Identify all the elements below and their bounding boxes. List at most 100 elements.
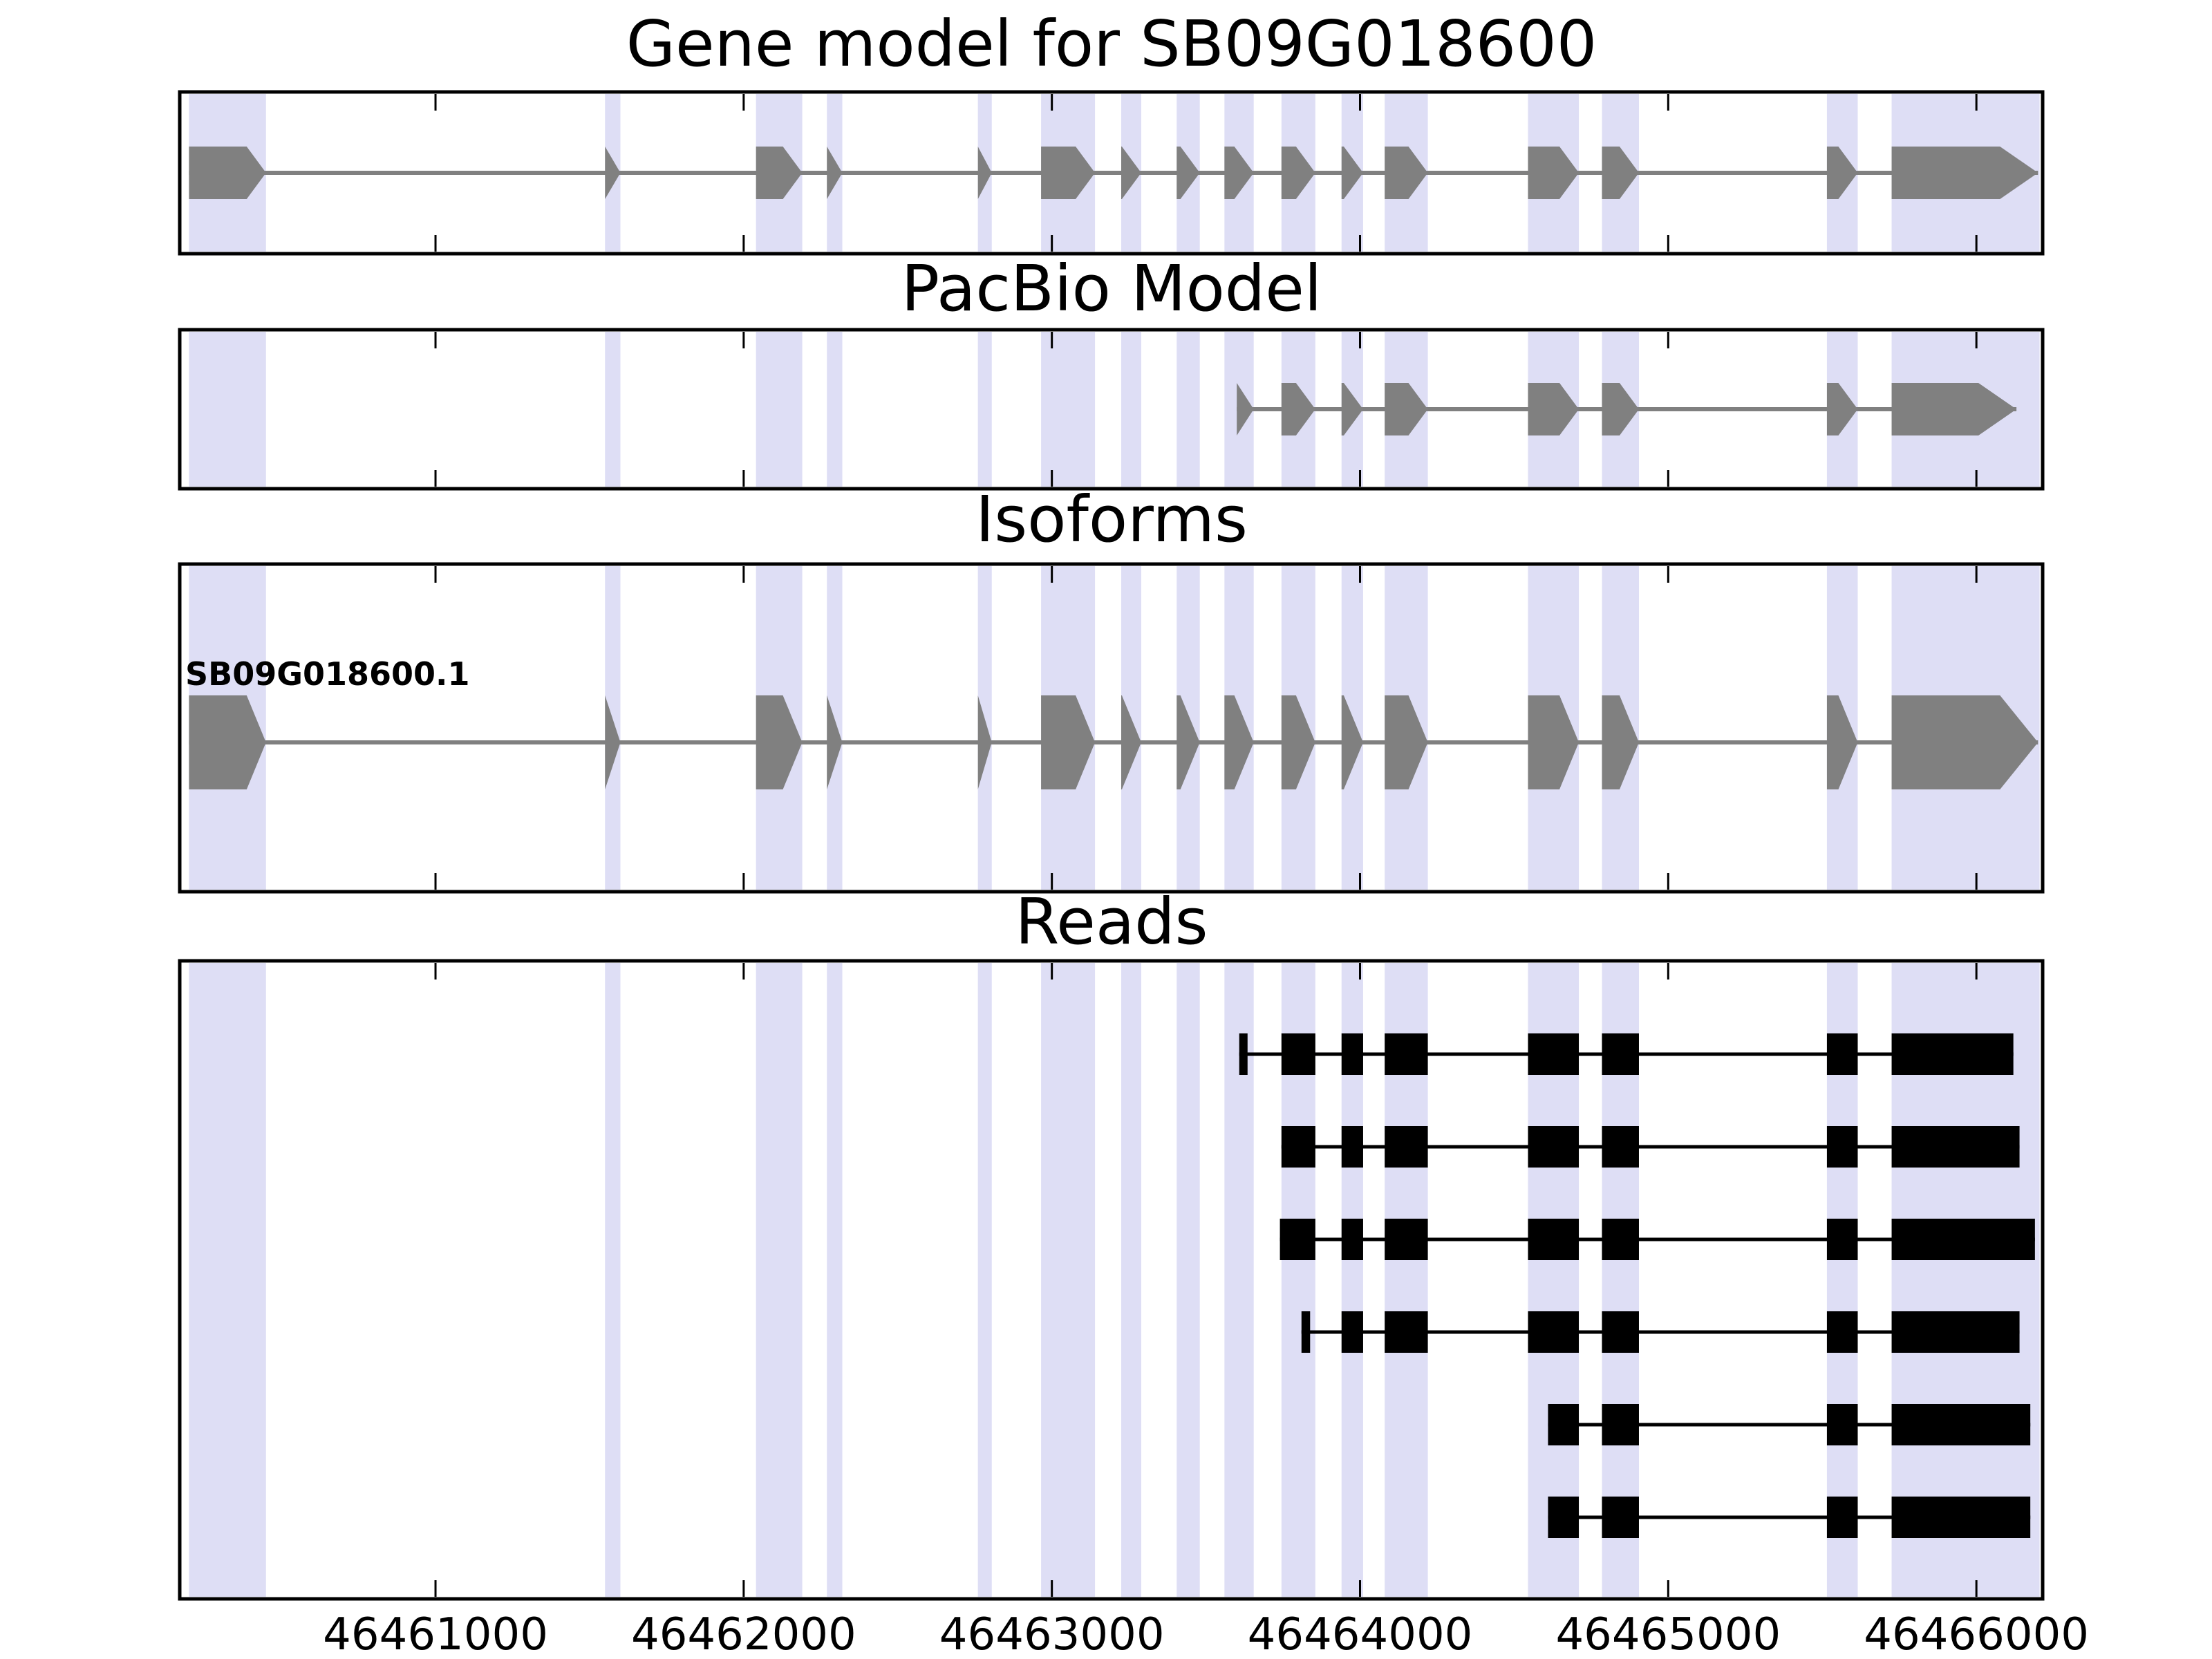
exon bbox=[1602, 383, 1639, 435]
exon bbox=[1891, 383, 2017, 435]
highlight-band bbox=[605, 963, 621, 1597]
read-exon bbox=[1239, 1033, 1248, 1075]
read-exon bbox=[1281, 1033, 1315, 1075]
exon bbox=[827, 695, 843, 789]
exon bbox=[1177, 147, 1200, 199]
exon bbox=[1826, 383, 1858, 435]
exon bbox=[1341, 147, 1363, 199]
read-exon bbox=[1301, 1311, 1311, 1353]
read-exon bbox=[1528, 1033, 1580, 1075]
read-exon bbox=[1826, 1126, 1858, 1168]
read-exon bbox=[1602, 1126, 1639, 1168]
highlight-band bbox=[827, 332, 843, 487]
highlight-band bbox=[756, 963, 803, 1597]
read-exon bbox=[1280, 1219, 1315, 1260]
panel-title-gene-model: Gene model for SB09G018600 bbox=[626, 7, 1597, 81]
highlight-band bbox=[605, 332, 621, 487]
highlight-band bbox=[1041, 332, 1096, 487]
exon bbox=[1341, 695, 1363, 789]
exon bbox=[977, 695, 992, 789]
exon bbox=[1385, 383, 1428, 435]
read-exon bbox=[1826, 1404, 1858, 1445]
exon bbox=[189, 695, 266, 789]
panel-title-isoforms: Isoforms bbox=[975, 482, 1248, 556]
read-exon bbox=[1891, 1497, 2031, 1538]
read-exon bbox=[1891, 1404, 2031, 1445]
read-exon bbox=[1602, 1219, 1639, 1260]
exon bbox=[1224, 147, 1254, 199]
exon bbox=[1281, 383, 1315, 435]
highlight-band bbox=[1121, 963, 1141, 1597]
read-exon bbox=[1602, 1404, 1639, 1445]
panel-border bbox=[178, 328, 2045, 491]
exon bbox=[605, 695, 621, 789]
highlight-band bbox=[1177, 963, 1200, 1597]
read-exon bbox=[1891, 1126, 2020, 1168]
panel-title-pacbio: PacBio Model bbox=[901, 252, 1322, 326]
x-tick-label: 46462000 bbox=[630, 1609, 856, 1659]
exon bbox=[1177, 695, 1200, 789]
panel-border bbox=[178, 562, 2045, 894]
read-exon bbox=[1385, 1033, 1428, 1075]
read-exon bbox=[1341, 1219, 1363, 1260]
exon bbox=[1341, 383, 1363, 435]
read-exon bbox=[1826, 1033, 1858, 1075]
exon bbox=[1041, 147, 1096, 199]
exon bbox=[756, 695, 803, 789]
read-exon bbox=[1891, 1311, 2020, 1353]
x-tick-label: 46464000 bbox=[1247, 1609, 1473, 1659]
highlight-band bbox=[977, 963, 992, 1597]
read-exon bbox=[1602, 1033, 1639, 1075]
read-exon bbox=[1826, 1497, 1858, 1538]
highlight-band bbox=[189, 963, 266, 1597]
panel-title-reads: Reads bbox=[1015, 885, 1208, 959]
x-tick-label: 46466000 bbox=[1864, 1609, 2090, 1659]
exon bbox=[189, 147, 266, 199]
read-exon bbox=[1548, 1404, 1580, 1445]
read-exon bbox=[1281, 1126, 1315, 1168]
exon bbox=[1237, 383, 1254, 435]
read-exon bbox=[1826, 1219, 1858, 1260]
exon bbox=[605, 147, 621, 199]
highlight-band bbox=[1041, 963, 1096, 1597]
exon bbox=[1528, 383, 1580, 435]
exon bbox=[1602, 695, 1639, 789]
read-exon bbox=[1385, 1311, 1428, 1353]
read-exon bbox=[1826, 1311, 1858, 1353]
exon bbox=[1281, 695, 1315, 789]
x-tick-label: 46463000 bbox=[939, 1609, 1165, 1659]
read-exon bbox=[1528, 1219, 1580, 1260]
exon bbox=[1528, 147, 1580, 199]
exon bbox=[1041, 695, 1096, 789]
highlight-band bbox=[1121, 332, 1141, 487]
read-exon bbox=[1341, 1126, 1363, 1168]
read-exon bbox=[1341, 1033, 1363, 1075]
read-exon bbox=[1602, 1497, 1639, 1538]
read-exon bbox=[1891, 1033, 2014, 1075]
highlight-band bbox=[189, 332, 266, 487]
read-exon bbox=[1385, 1126, 1428, 1168]
exon bbox=[1281, 147, 1315, 199]
exon bbox=[1826, 695, 1858, 789]
exon bbox=[977, 147, 992, 199]
x-tick-label: 46465000 bbox=[1555, 1609, 1781, 1659]
exon bbox=[1224, 695, 1254, 789]
read-exon bbox=[1341, 1311, 1363, 1353]
isoform-label: SB09G018600.1 bbox=[185, 655, 470, 693]
read-exon bbox=[1548, 1497, 1580, 1538]
exon bbox=[827, 147, 843, 199]
highlight-band bbox=[977, 332, 992, 487]
exon bbox=[756, 147, 803, 199]
read-exon bbox=[1528, 1311, 1580, 1353]
exon bbox=[1121, 147, 1141, 199]
highlight-band bbox=[1177, 332, 1200, 487]
exon bbox=[1385, 695, 1428, 789]
highlight-band bbox=[756, 332, 803, 487]
exon bbox=[1385, 147, 1428, 199]
highlight-band bbox=[1224, 963, 1254, 1597]
panel-border bbox=[178, 90, 2045, 256]
read-exon bbox=[1528, 1126, 1580, 1168]
exon bbox=[1826, 147, 1858, 199]
